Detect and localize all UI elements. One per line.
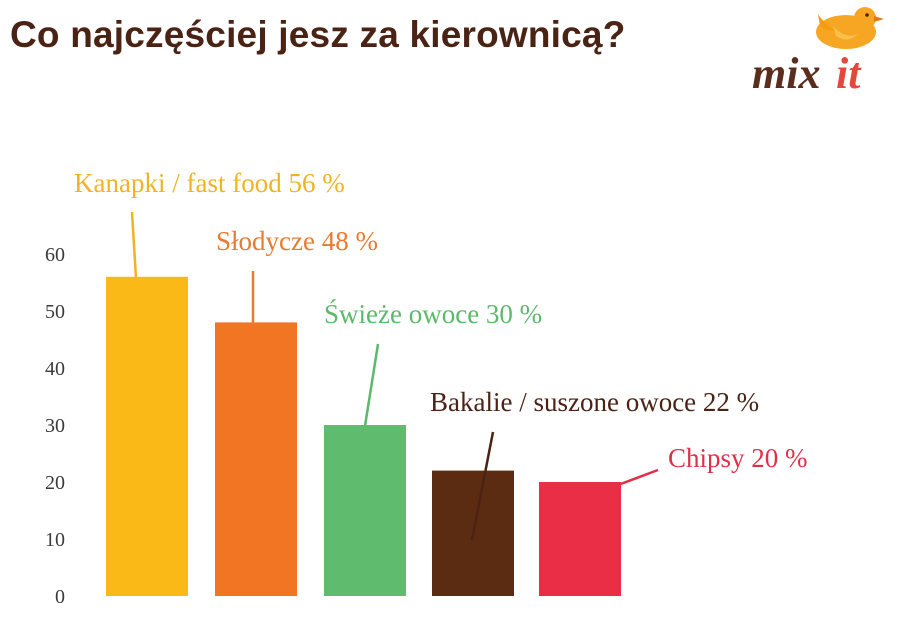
leader-line-4: [617, 468, 659, 487]
data-label-2: Świeże owoce 30 %: [324, 299, 542, 329]
data-labels: Kanapki / fast food 56 % Słodycze 48 % Świ…: [74, 168, 808, 473]
y-tick-label-30: 30: [45, 415, 65, 437]
y-axis: 0 10 20 30 40 50 60: [45, 244, 65, 608]
y-tick-label-60: 60: [45, 244, 65, 266]
y-tick-label-0: 0: [55, 586, 65, 608]
mixit-logo: mix it: [752, 7, 884, 97]
bar-0: [106, 276, 188, 596]
logo-text-mix: mix: [752, 49, 820, 97]
bar-4: [539, 482, 621, 596]
data-label-0: Kanapki / fast food 56 %: [74, 168, 345, 198]
logo-text-it: it: [836, 49, 862, 97]
y-tick-label-20: 20: [45, 472, 65, 494]
data-label-1: Słodycze 48 %: [216, 226, 378, 256]
bars: [106, 276, 621, 596]
leader-lines: [130, 211, 659, 541]
data-label-4: Chipsy 20 %: [668, 443, 808, 473]
y-tick-label-40: 40: [45, 358, 65, 380]
leader-line-0: [130, 211, 138, 279]
leader-line-3: [470, 431, 495, 541]
bar-2: [324, 425, 406, 596]
bird-icon: [816, 7, 884, 49]
leader-line-2: [363, 343, 380, 427]
page-title: Co najczęściej jesz za kierownicą?: [10, 14, 626, 55]
y-tick-label-50: 50: [45, 301, 65, 323]
data-label-3: Bakalie / suszone owoce 22 %: [430, 387, 759, 417]
y-tick-label-10: 10: [45, 529, 65, 551]
bar-1: [215, 322, 297, 596]
